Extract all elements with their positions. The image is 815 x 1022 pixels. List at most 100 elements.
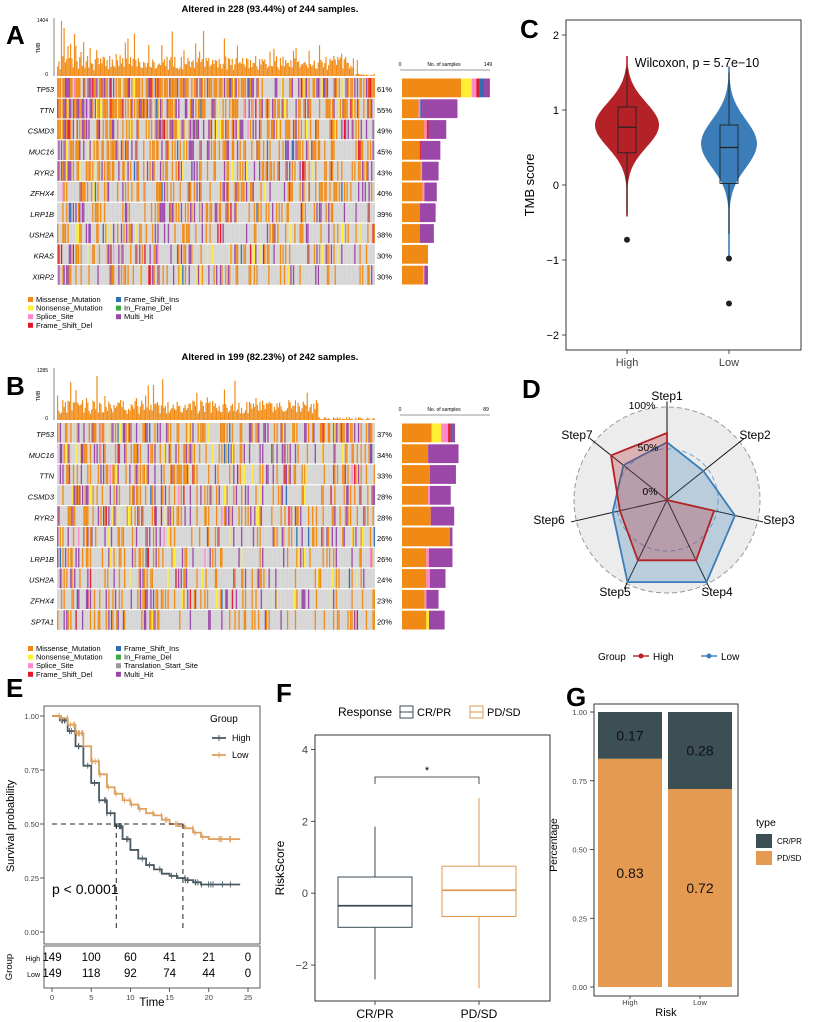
mutation-cell [111,161,114,181]
mutation-cell [156,119,158,140]
mutation-cell [236,244,239,264]
mutation-cell [280,485,282,505]
mutation-cell [188,119,190,140]
mutation-cell [149,265,151,285]
mutation-cell [353,423,356,443]
gene-bar-segment [441,423,449,443]
mutation-cell [219,119,222,140]
gene-label: USH2A [29,576,54,585]
mutation-cell [116,464,118,485]
mutation-cell [93,78,95,98]
tmb-bar [106,410,109,420]
oncoplot-a-percents: 61%55%49%45%43%40%39%38%30%30% [377,85,392,281]
tmb-bar [103,57,106,76]
mutation-cell [269,140,271,160]
mutation-cell [149,98,151,119]
mutation-cell [222,223,224,244]
mutation-cell [313,244,316,264]
mutation-cell [171,140,174,160]
mutation-cell [249,265,252,285]
y-tick-label: 0.50 [572,846,587,855]
mutation-cell [173,485,176,505]
tmb-bar [255,55,257,76]
mutation-cell [70,506,72,526]
mutation-cell [299,140,301,160]
mutation-cell [227,443,230,464]
risk-value: 100 [82,952,101,964]
mutation-cell [86,182,89,202]
mutation-cell [239,119,241,140]
mutation-cell [89,223,91,244]
mutation-cell [367,78,369,98]
mutation-cell [68,464,71,485]
mutation-cell [178,161,180,181]
mutation-cell [118,265,120,285]
mutation-cell [167,140,170,160]
tmb-bar [129,410,131,420]
mutation-cell [285,485,288,505]
mutation-cell [244,98,247,119]
tmb-bar [330,60,332,76]
mutation-cell [358,98,360,119]
mutation-cell [212,443,214,464]
mutation-cell [335,568,337,589]
mutation-cell [84,78,86,98]
mutation-cell [159,202,162,223]
mutation-cell [251,98,253,119]
mutation-cell [347,119,349,140]
mutation-cell [236,182,239,202]
tmb-bar [213,405,215,420]
mutation-cell [102,506,105,526]
tmb-bar [96,376,98,420]
mutation-cell [268,244,270,264]
mutation-cell [156,589,159,609]
gene-label: MUC16 [29,451,55,460]
mutation-cell [247,119,249,140]
mutation-cell [302,485,305,505]
mutation-cell [208,610,210,630]
mutation-cell [329,423,331,443]
tmb-bar [325,417,327,420]
mutation-cell [229,464,231,485]
mutation-cell [109,98,111,119]
mutation-cell [73,78,76,98]
tmb-bar [189,67,192,76]
mutation-cell [183,119,185,140]
mutation-cell [294,443,297,464]
panel-g-yticks: 0.000.250.500.751.00 [572,708,594,992]
mutation-cell [322,485,324,505]
mutation-cell [225,589,227,609]
mutation-cell [87,464,89,485]
tmb-bar [202,30,205,76]
mutation-cell [305,78,308,98]
tmb-bar [141,68,143,76]
mutation-cell [235,119,237,140]
mutation-cell [67,527,69,547]
panel-f-frame [314,734,551,1002]
mutation-cell [110,140,112,160]
mutation-cell [240,182,243,202]
mutation-cell [189,485,192,505]
mutation-cell [214,527,217,547]
panel-e: E Survival probability 0.000.250.500.751… [4,673,261,1009]
mutation-cell [64,140,67,160]
gene-bar-segment [402,99,419,119]
mutation-cell [136,78,138,98]
tmb-bar [93,401,95,420]
mutation-cell [135,464,138,485]
tmb-bar [188,403,190,420]
tmb-b-min: 0 [45,416,48,422]
mutation-cell [85,506,88,526]
mutation-cell [336,423,339,443]
tmb-bar [75,390,77,420]
mutation-cell [286,140,288,160]
tmb-bar [270,65,272,76]
mutation-cell [133,98,136,119]
mutation-cell [145,589,147,609]
mutation-cell [347,506,349,526]
mutation-cell [131,182,133,202]
mutation-cell [245,182,248,202]
mutation-cell [87,547,89,568]
mutation-cell [71,547,73,568]
mutation-cell [162,265,164,285]
